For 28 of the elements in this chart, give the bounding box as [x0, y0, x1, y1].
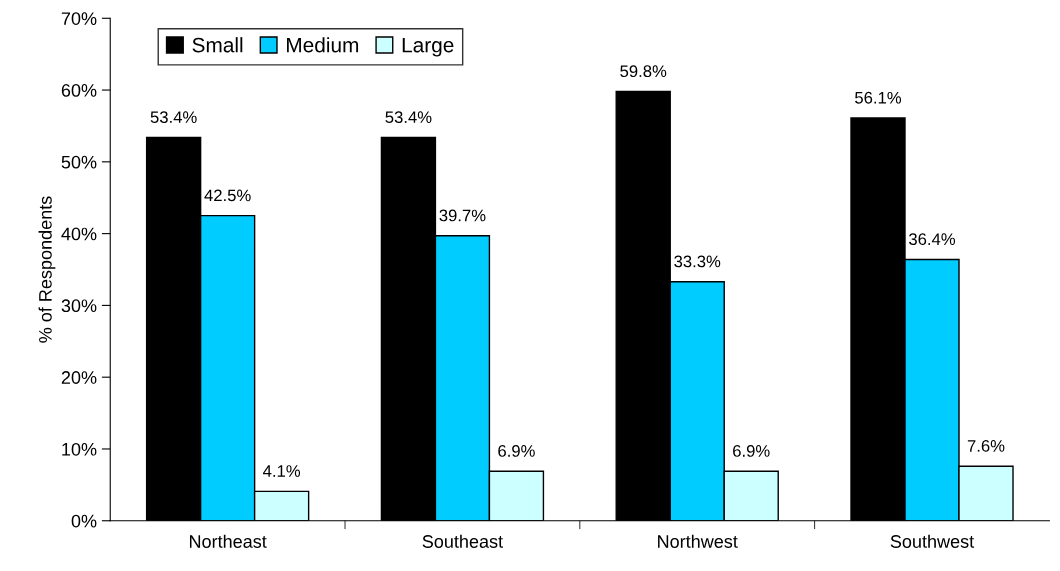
data-label: 53.4%	[150, 111, 197, 124]
data-label: 7.6%	[967, 439, 1005, 452]
data-label: 33.3%	[674, 255, 721, 268]
y-axis-title: % of Respondents	[38, 196, 56, 343]
data-label: 59.8%	[620, 65, 667, 78]
data-label: 6.9%	[733, 445, 770, 457]
y-tick-label: 60%	[61, 83, 97, 97]
y-tick-label: 10%	[62, 442, 97, 456]
legend-label: Large	[402, 37, 454, 57]
data-label: 36.4%	[909, 233, 956, 246]
y-tick-label: 0%	[71, 514, 97, 528]
data-label: 53.4%	[385, 111, 432, 124]
y-tick-label: 70%	[61, 12, 97, 25]
data-label: 39.7%	[439, 209, 486, 222]
x-tick-label: Northeast	[189, 534, 267, 548]
data-label: 4.1%	[263, 465, 301, 477]
data-label: 42.5%	[204, 189, 251, 202]
y-tick-label: 50%	[61, 155, 97, 169]
y-tick-label: 40%	[61, 227, 97, 241]
x-tick-label: Northwest	[658, 534, 738, 548]
data-label: 56.1%	[855, 91, 902, 104]
data-label: 6.9%	[498, 445, 535, 457]
x-tick-label: Southwest	[890, 534, 975, 548]
y-tick-label: 30%	[61, 299, 97, 313]
y-tick-label: 20%	[61, 371, 97, 384]
legend-label: Small	[192, 37, 243, 53]
legend-label: Medium	[287, 37, 359, 53]
x-tick-label: Southeast	[422, 534, 503, 548]
